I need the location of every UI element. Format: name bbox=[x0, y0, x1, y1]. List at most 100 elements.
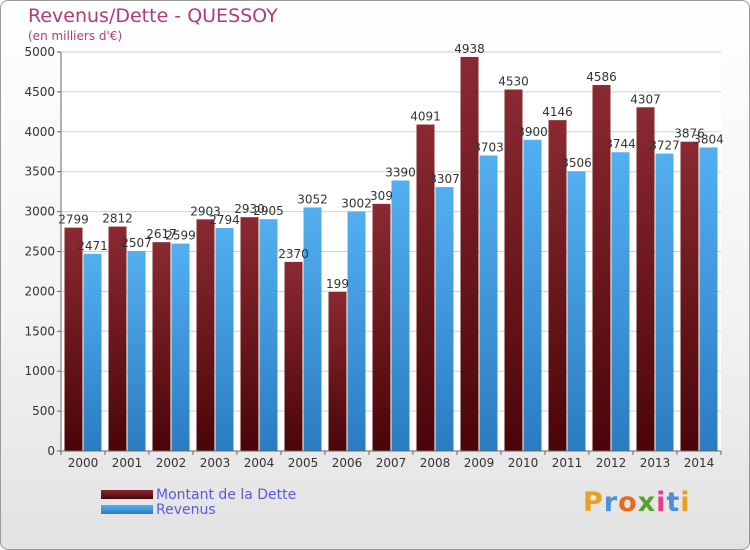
data-label-dette-2008: 4091 bbox=[410, 110, 441, 124]
logo-letter: i bbox=[656, 487, 667, 518]
data-label-revenus-2014: 3804 bbox=[693, 132, 724, 146]
y-tick-label: 4000 bbox=[24, 125, 55, 139]
bar-dette-2002 bbox=[152, 242, 171, 451]
data-label-revenus-2003: 2794 bbox=[209, 213, 240, 227]
legend-swatch-dette bbox=[101, 490, 153, 499]
bar-revenus-2007 bbox=[391, 180, 410, 451]
data-label-dette-2004: 2930 bbox=[234, 202, 265, 216]
data-label-dette-2000: 2799 bbox=[58, 213, 89, 227]
bar-revenus-2003 bbox=[215, 228, 234, 451]
data-label-dette-2009: 4938 bbox=[454, 42, 485, 56]
x-tick-label: 2002 bbox=[156, 456, 187, 470]
bar-revenus-2010 bbox=[523, 139, 542, 451]
y-tick-label: 2000 bbox=[24, 284, 55, 298]
data-label-dette-2013: 4307 bbox=[630, 92, 661, 106]
data-label-revenus-2010: 3900 bbox=[517, 125, 548, 139]
data-label-dette-2014: 3876 bbox=[674, 127, 705, 141]
data-label-revenus-2004: 2905 bbox=[253, 204, 284, 218]
data-label-dette-2010: 4530 bbox=[498, 75, 529, 89]
legend-item-revenus: Revenus bbox=[101, 501, 296, 518]
x-tick-label: 2000 bbox=[68, 456, 99, 470]
data-label-revenus-2012: 3744 bbox=[605, 137, 636, 151]
x-tick-label: 2005 bbox=[288, 456, 319, 470]
y-tick-label: 5000 bbox=[24, 45, 55, 59]
data-label-revenus-2013: 3727 bbox=[649, 139, 680, 153]
data-label-dette-2006: 199 bbox=[326, 277, 349, 291]
bar-dette-2001 bbox=[108, 226, 127, 451]
bar-revenus-2002 bbox=[171, 243, 190, 451]
chart-legend: Montant de la Dette Revenus bbox=[101, 486, 297, 518]
data-label-revenus-2006: 3002 bbox=[341, 196, 372, 210]
x-tick-label: 2003 bbox=[200, 456, 231, 470]
bar-dette-2006 bbox=[328, 291, 347, 451]
legend-item-dette: Montant de la Dette bbox=[101, 486, 297, 503]
bar-revenus-2012 bbox=[611, 152, 630, 451]
data-label-revenus-2005: 3052 bbox=[297, 192, 328, 206]
y-tick-label: 1000 bbox=[24, 364, 55, 378]
bar-dette-2011 bbox=[548, 120, 567, 451]
bar-revenus-2004 bbox=[259, 219, 278, 451]
x-tick-label: 2007 bbox=[376, 456, 407, 470]
logo-letter: i bbox=[680, 487, 691, 518]
logo-letter: r bbox=[603, 487, 619, 518]
chart-title: Revenus/Dette - QUESSOY bbox=[28, 5, 278, 27]
bar-dette-2008 bbox=[416, 124, 435, 451]
logo-letter: t bbox=[666, 487, 681, 518]
bar-revenus-2008 bbox=[435, 187, 454, 452]
chart-subtitle: (en milliers d'€) bbox=[28, 29, 123, 43]
data-label-revenus-2000: 2471 bbox=[77, 239, 108, 253]
y-tick-label: 3000 bbox=[24, 205, 55, 219]
data-label-revenus-2007: 3390 bbox=[385, 165, 416, 179]
bar-dette-2007 bbox=[372, 203, 391, 451]
data-label-revenus-2002: 2599 bbox=[165, 229, 196, 243]
logo-letter: x bbox=[637, 487, 657, 518]
bar-dette-2005 bbox=[284, 261, 303, 451]
bar-revenus-2000 bbox=[83, 253, 102, 451]
x-tick-label: 2004 bbox=[244, 456, 275, 470]
bar-revenus-2005 bbox=[303, 207, 322, 451]
bar-revenus-2009 bbox=[479, 155, 498, 451]
data-label-dette-2012: 4586 bbox=[586, 70, 617, 84]
legend-swatch-revenus bbox=[101, 505, 153, 514]
bar-dette-2004 bbox=[240, 217, 259, 451]
bar-dette-2000 bbox=[64, 227, 83, 451]
bar-revenus-2014 bbox=[699, 147, 718, 451]
bar-dette-2013 bbox=[636, 107, 655, 452]
data-label-dette-2002: 2617 bbox=[146, 227, 177, 241]
bar-dette-2014 bbox=[680, 141, 699, 452]
y-tick-label: 500 bbox=[32, 404, 55, 418]
data-label-revenus-2008: 3307 bbox=[429, 172, 460, 186]
x-tick-label: 2008 bbox=[420, 456, 451, 470]
bar-revenus-2011 bbox=[567, 171, 586, 452]
x-tick-label: 2012 bbox=[596, 456, 627, 470]
y-tick-label: 4500 bbox=[24, 85, 55, 99]
x-tick-label: 2006 bbox=[332, 456, 363, 470]
bar-dette-2012 bbox=[592, 85, 611, 451]
legend-label-dette: Montant de la Dette bbox=[156, 486, 297, 503]
x-tick-label: 2014 bbox=[684, 456, 715, 470]
proxiti-logo: Proxiti bbox=[583, 487, 691, 518]
y-tick-label: 0 bbox=[47, 444, 55, 458]
bar-dette-2003 bbox=[196, 219, 215, 451]
logo-letter: P bbox=[583, 487, 604, 518]
y-tick-label: 3500 bbox=[24, 165, 55, 179]
y-tick-label: 2500 bbox=[24, 245, 55, 259]
bar-dette-2010 bbox=[504, 89, 523, 452]
x-tick-label: 2001 bbox=[112, 456, 143, 470]
data-label-dette-2001: 2812 bbox=[102, 212, 133, 226]
data-label-revenus-2011: 3506 bbox=[561, 156, 592, 170]
legend-label-revenus: Revenus bbox=[156, 501, 216, 518]
x-tick-label: 2011 bbox=[552, 456, 583, 470]
logo-letter: o bbox=[618, 487, 638, 518]
x-tick-label: 2009 bbox=[464, 456, 495, 470]
bar-revenus-2001 bbox=[127, 250, 146, 451]
bar-revenus-2006 bbox=[347, 211, 366, 451]
data-label-revenus-2009: 3703 bbox=[473, 141, 504, 155]
data-label-revenus-2001: 2507 bbox=[121, 236, 152, 250]
data-label-dette-2005: 2370 bbox=[278, 247, 309, 261]
data-label-dette-2011: 4146 bbox=[542, 105, 573, 119]
bar-revenus-2013 bbox=[655, 153, 674, 452]
data-label-dette-2007: 309 bbox=[370, 189, 393, 203]
